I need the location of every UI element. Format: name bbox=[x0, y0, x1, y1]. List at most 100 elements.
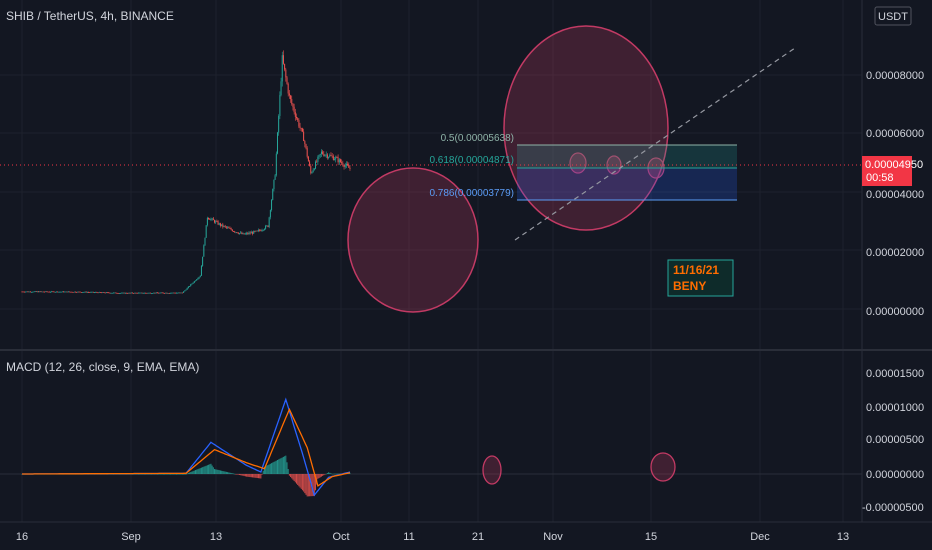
macd-hist-bar-155 bbox=[205, 465, 207, 474]
candle-body-151 bbox=[200, 265, 202, 276]
macd-hist-bar-185 bbox=[241, 474, 243, 476]
macd-hist-bar-156 bbox=[206, 465, 208, 474]
candle-body-184 bbox=[240, 232, 242, 234]
candle-body-261 bbox=[331, 155, 333, 157]
macd-hist-bar-168 bbox=[221, 470, 223, 474]
candle-body-221 bbox=[284, 63, 286, 70]
candle-body-35 bbox=[63, 291, 65, 293]
macd-hist-bar-108 bbox=[149, 474, 151, 475]
macd-hist-bar-81 bbox=[117, 474, 119, 475]
candle-body-77 bbox=[113, 292, 115, 294]
macd-hist-bar-179 bbox=[234, 473, 236, 475]
candle-body-225 bbox=[288, 93, 290, 96]
currency-label: USDT bbox=[878, 11, 908, 23]
candle-body-57 bbox=[89, 292, 91, 293]
macd-hist-bar-216 bbox=[278, 459, 280, 474]
candle-body-58 bbox=[90, 291, 92, 293]
candle-body-203 bbox=[262, 229, 264, 231]
macd-hist-bar-222 bbox=[285, 455, 287, 474]
candle-body-226 bbox=[290, 95, 292, 100]
candle-body-74 bbox=[109, 292, 111, 294]
candle-body-166 bbox=[218, 223, 220, 225]
macd-hist-bar-231 bbox=[296, 474, 298, 484]
candle-body-145 bbox=[193, 281, 195, 283]
last-price-tag-bg bbox=[862, 156, 912, 186]
candle-body-259 bbox=[329, 155, 331, 157]
macd-hist-bar-73 bbox=[108, 474, 110, 475]
macd-hist-bar-100 bbox=[140, 474, 142, 475]
candle-body-233 bbox=[298, 120, 300, 127]
macd-panel bbox=[0, 397, 862, 497]
candle-body-45 bbox=[74, 291, 76, 293]
macd-hist-bar-82 bbox=[118, 474, 120, 475]
last-price-value: 0.00004950 bbox=[865, 159, 923, 171]
candle-body-260 bbox=[330, 155, 332, 156]
macd-hist-bar-149 bbox=[198, 468, 200, 474]
macd-hist-bar-167 bbox=[219, 470, 221, 474]
macd-hist-bar-226 bbox=[290, 474, 292, 478]
candle-body-197 bbox=[255, 230, 257, 232]
macd-hist-bar-230 bbox=[294, 474, 296, 483]
macd-hist-bar-92 bbox=[130, 474, 132, 475]
macd-hist-bar-158 bbox=[209, 464, 211, 474]
macd-hist-bar-79 bbox=[115, 474, 117, 475]
candle-body-204 bbox=[263, 228, 265, 230]
candle-body-129 bbox=[174, 292, 176, 294]
candle-body-56 bbox=[88, 292, 90, 293]
macd-hist-bar-237 bbox=[303, 474, 305, 492]
candle-body-239 bbox=[305, 144, 307, 149]
candle-body-99 bbox=[139, 292, 141, 294]
annotation-box[interactable]: 11/16/21 BENY bbox=[667, 259, 734, 297]
macd-hist-bar-90 bbox=[128, 474, 130, 475]
candle-body-12 bbox=[35, 291, 37, 293]
circle-oct-rally bbox=[347, 167, 479, 313]
candle-body-73 bbox=[108, 292, 110, 294]
macd-hist-bar-254 bbox=[323, 474, 325, 476]
macd-hist-bar-206 bbox=[266, 465, 268, 474]
macd-hist-bar-166 bbox=[218, 470, 220, 474]
trendline[interactable] bbox=[514, 47, 796, 241]
circle-low-2 bbox=[606, 155, 622, 175]
macd-hist-bar-246 bbox=[313, 474, 315, 496]
macd-hist-bar-184 bbox=[240, 474, 242, 476]
candle-body-18 bbox=[42, 291, 44, 293]
candle-body-252 bbox=[320, 151, 322, 154]
currency-button[interactable]: USDT bbox=[874, 6, 912, 26]
candle-body-186 bbox=[242, 233, 244, 235]
price-circles bbox=[347, 25, 669, 313]
macd-hist-bar-205 bbox=[265, 466, 267, 474]
macd-hist-bar-163 bbox=[215, 469, 217, 474]
candle-body-161 bbox=[212, 218, 214, 221]
candle-body-158 bbox=[209, 218, 211, 220]
candle-body-168 bbox=[221, 224, 223, 226]
candle-body-55 bbox=[86, 292, 88, 293]
macd-hist-bar-173 bbox=[227, 472, 229, 474]
candle-body-237 bbox=[303, 131, 305, 141]
macd-hist-bar-134 bbox=[180, 474, 182, 475]
candle-body-218 bbox=[280, 81, 282, 96]
candle-body-14 bbox=[38, 291, 40, 293]
candle-body-59 bbox=[91, 291, 93, 293]
macd-hist-bar-91 bbox=[129, 474, 131, 475]
candle-body-111 bbox=[153, 292, 155, 294]
candle-body-230 bbox=[294, 112, 296, 117]
time-label-5: 21 bbox=[472, 531, 484, 543]
candle-body-102 bbox=[142, 293, 144, 294]
candle-body-140 bbox=[187, 286, 189, 288]
macd-tick-4: -0.00000500 bbox=[862, 502, 924, 514]
time-label-8: Dec bbox=[750, 531, 770, 543]
candle-body-41 bbox=[70, 291, 72, 293]
candle-body-71 bbox=[105, 292, 107, 294]
macd-hist-bar-189 bbox=[246, 474, 248, 477]
candle-body-37 bbox=[65, 291, 67, 293]
macd-hist-bar-186 bbox=[242, 474, 244, 476]
macd-hist-bar-201 bbox=[260, 474, 262, 479]
macd-hist-bar-132 bbox=[178, 474, 180, 475]
candle-body-64 bbox=[97, 292, 99, 294]
macd-hist-bar-122 bbox=[166, 474, 168, 475]
candle-body-275 bbox=[348, 165, 350, 168]
macd-hist-bar-212 bbox=[273, 461, 275, 474]
candle-body-28 bbox=[54, 291, 56, 293]
candle-body-109 bbox=[151, 293, 153, 295]
